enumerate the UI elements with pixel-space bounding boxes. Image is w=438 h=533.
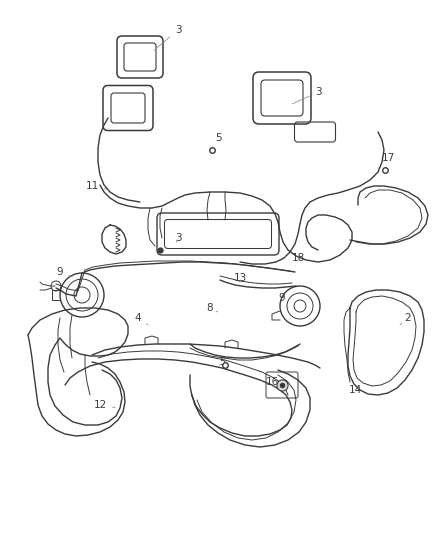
Text: 9: 9 [57,267,72,277]
Text: 3: 3 [293,87,321,104]
Text: 2: 2 [400,313,411,325]
Text: 16: 16 [265,377,279,387]
Text: 11: 11 [85,181,107,191]
Text: 5: 5 [219,357,225,367]
Text: 8: 8 [207,303,218,313]
Text: 14: 14 [348,385,362,395]
Text: 17: 17 [378,153,395,168]
Text: 4: 4 [135,313,148,325]
Text: 5: 5 [210,133,221,148]
Text: 3: 3 [154,25,181,50]
Text: 12: 12 [93,400,115,410]
Text: 9: 9 [279,293,288,308]
Text: 18: 18 [285,253,304,263]
FancyBboxPatch shape [266,372,298,398]
Text: 3: 3 [175,233,181,243]
Text: 13: 13 [233,273,247,283]
